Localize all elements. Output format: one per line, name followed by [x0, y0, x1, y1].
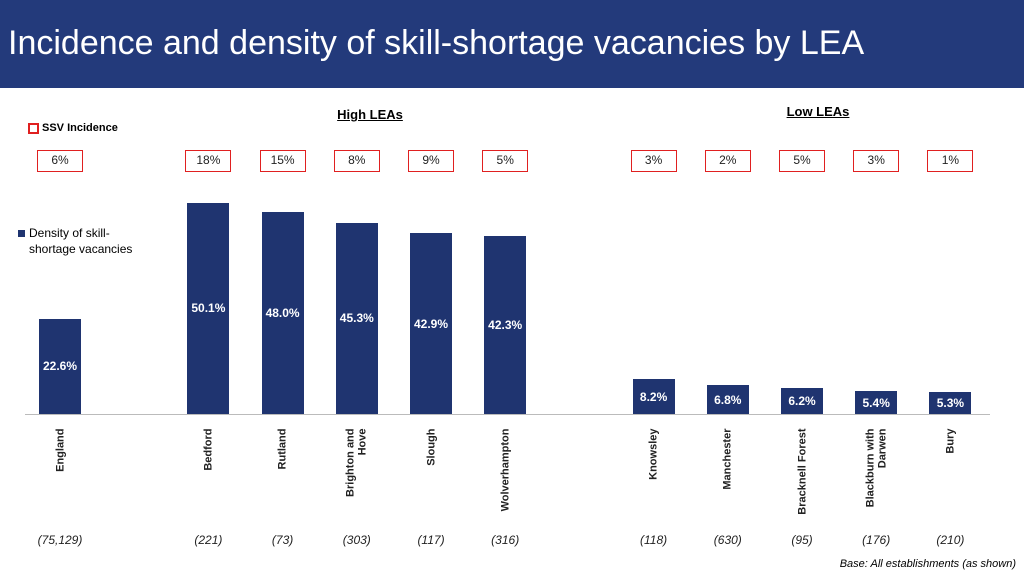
base-label: (630) [713, 533, 742, 547]
bar [484, 235, 527, 414]
x-tick-label: Blackburn with Darwen [864, 428, 889, 507]
incidence-box: 1% [927, 150, 974, 172]
incidence-box: 15% [259, 150, 306, 172]
x-tick-label: Wolverhampton [499, 428, 512, 511]
bar [929, 391, 972, 414]
value-label: 5.3% [936, 395, 965, 410]
legend-label: Density of skill-shortage vacancies [29, 226, 133, 256]
x-tick-label: Manchester [721, 428, 734, 490]
bar [187, 202, 230, 414]
incidence-box: 6% [37, 150, 83, 172]
header-bar [0, 0, 1024, 88]
x-tick-label: Slough [425, 428, 437, 466]
bar [410, 233, 452, 414]
incidence-box: 3% [853, 150, 900, 172]
x-tick-label: Rutland [276, 428, 289, 469]
x-tick-label: Bedford [202, 428, 215, 471]
base-label: (176) [862, 533, 891, 547]
base-label: (221) [194, 533, 223, 547]
base-label: (95) [791, 533, 813, 547]
legend-swatch [28, 123, 39, 134]
group-label: High LEAs [337, 107, 403, 122]
value-label: 50.1% [191, 301, 226, 316]
incidence-box: 5% [779, 150, 825, 172]
x-tick-label: England [54, 428, 66, 472]
base-label: (316) [491, 533, 520, 547]
x-tick-label: Brighton and Hove [344, 428, 369, 497]
value-label: 45.3% [339, 311, 374, 326]
group-label: Low LEAs [786, 104, 850, 119]
bar [855, 391, 898, 414]
value-label: 22.6% [42, 359, 78, 374]
incidence-box: 2% [704, 150, 751, 172]
base-label: (75,129) [37, 533, 83, 547]
bar [335, 222, 378, 414]
value-label: 6.2% [788, 393, 816, 408]
value-label: 6.8% [714, 392, 742, 407]
bar [781, 387, 823, 414]
x-tick-label: Bury [944, 428, 957, 454]
slide-title: Incidence and density of skill-shortage … [8, 24, 865, 62]
base-label: (118) [640, 533, 668, 547]
x-tick-label: Knowsley [647, 428, 660, 480]
base-label: (210) [936, 533, 965, 547]
value-label: 8.2% [639, 389, 668, 404]
base-label: (73) [271, 533, 294, 547]
incidence-box: 18% [185, 150, 232, 172]
footnote: Base: All establishments (as shown) [839, 558, 1016, 570]
bar [632, 379, 675, 414]
base-label: (117) [417, 533, 445, 547]
value-label: 5.4% [862, 395, 890, 410]
x-tick-label: Bracknell Forest [796, 428, 808, 515]
incidence-box: 8% [333, 150, 380, 172]
value-label: 48.0% [265, 305, 300, 320]
value-label: 42.3% [488, 317, 523, 332]
base-label: (303) [342, 533, 371, 547]
baseline [25, 414, 990, 415]
bar [261, 211, 304, 414]
legend-label: SSV Incidence [42, 122, 118, 134]
value-label: 42.9% [413, 316, 449, 331]
legend-swatch [18, 230, 25, 237]
incidence-box: 5% [482, 150, 529, 172]
bar [39, 318, 81, 414]
incidence-box: 3% [630, 150, 677, 172]
bar [706, 385, 749, 414]
incidence-box: 9% [408, 150, 454, 172]
